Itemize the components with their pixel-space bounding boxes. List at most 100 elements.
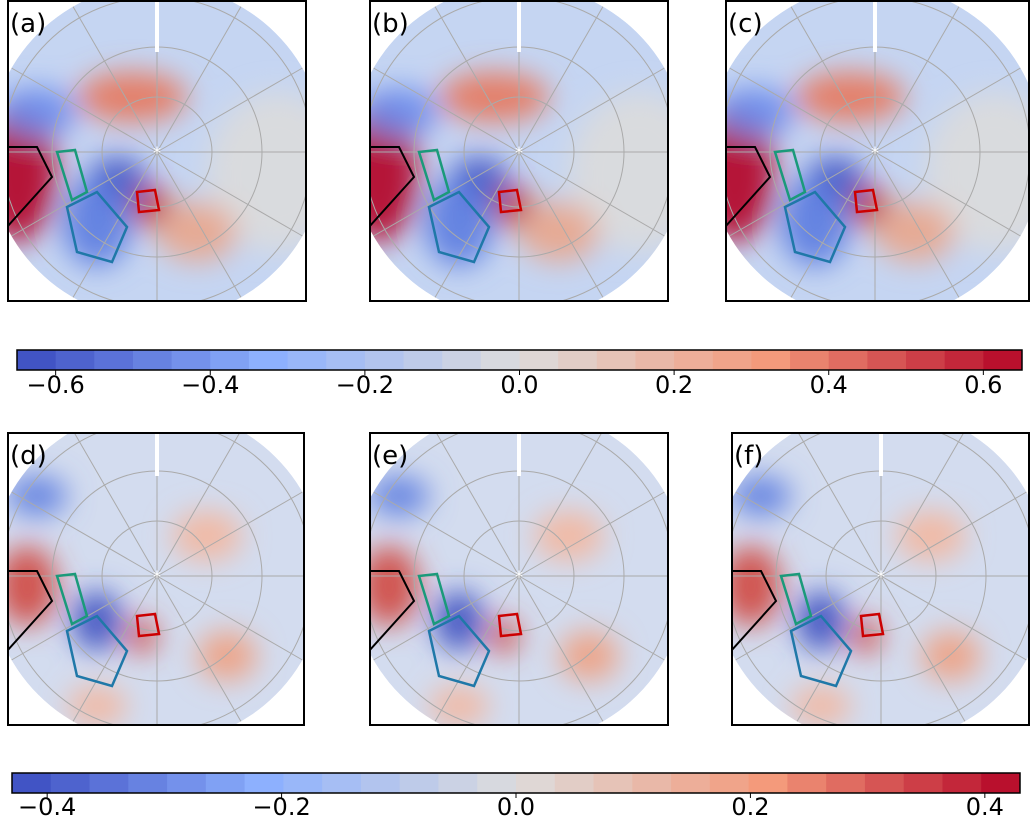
region-green [773,148,807,202]
colorbar-segment [867,350,907,370]
meridian [434,151,520,298]
meridian [373,67,520,153]
panel-frame [7,432,305,726]
meridian [72,151,158,298]
seam [155,432,159,476]
colorbar-segment [864,773,905,793]
region-red [135,612,161,638]
seam [517,432,521,476]
colorbar-segment [360,773,401,793]
map-disc [725,0,1030,302]
colorbar-segment [712,350,752,370]
meridian [880,432,966,577]
map-disc [7,432,305,726]
colorbar-segment [167,773,207,793]
meridian [434,432,520,577]
region-black [731,570,778,652]
panel-label: (b) [372,9,409,39]
seam [155,0,159,52]
colorbar-segment [944,350,984,370]
colorbar-segment [477,773,517,793]
map-panel: * (b) [369,0,669,302]
colorbar-segment [205,773,246,793]
pole-marker: * [877,567,885,586]
meridian [518,575,604,722]
colorbar-segment [516,773,556,793]
anomaly [921,631,981,681]
anomaly [7,87,77,137]
colorbar-tick-label: −0.4 [18,793,76,821]
colorbar-segment [438,773,478,793]
region-red [497,612,523,638]
meridian [518,575,665,661]
colorbar-segment [248,350,289,370]
meridian [434,6,520,153]
anomaly [725,87,795,137]
anomaly [369,546,419,626]
meridian [796,575,882,722]
panel-frame [731,432,1030,726]
colorbar-segment [480,350,520,370]
map-disc [369,0,669,302]
colorbar-segment [50,773,91,793]
meridian [518,6,604,153]
meridian [735,491,882,577]
colorbar-segment [210,350,250,370]
region-blue [65,614,129,688]
meridian [72,575,158,722]
anomaly-field [725,72,1030,267]
colorbar-tick-label: 0.2 [731,793,769,821]
meridian [156,575,303,661]
colorbar-segment [89,773,129,793]
colorbar-segment [132,350,173,370]
colorbar-segment [244,773,284,793]
anomaly [429,686,489,726]
seam [873,0,877,52]
colorbar-segment [709,773,750,793]
anomaly [731,546,781,626]
colorbar-segment [903,773,943,793]
region-black [369,570,416,652]
map-content: * [725,0,1030,302]
anomaly [519,202,599,262]
seam [879,432,883,476]
colorbar-segment [283,773,323,793]
region-red [497,188,523,214]
anomaly [791,686,851,726]
panel-frame [369,0,669,302]
colorbar-segment [596,350,636,370]
meridian [373,491,520,577]
colorbar-segment [593,773,633,793]
anomaly [7,476,67,516]
meridian [72,432,158,577]
colorbar-segment [364,350,405,370]
colorbar-segment [442,350,482,370]
colorbar-segment [751,350,791,370]
anomaly [369,476,429,516]
anomaly [534,511,604,561]
meridian [790,151,876,298]
pole-marker: * [515,567,523,586]
colorbar-segment [828,350,868,370]
meridian [11,67,158,153]
pole-marker: * [153,143,161,162]
panel-label: (e) [372,441,408,471]
meridian [880,575,966,722]
colorbar-segment [942,773,982,793]
map-content: * [7,432,305,726]
meridian [156,432,242,577]
region-black [7,146,54,228]
region-green [55,148,89,202]
colorbar-segment [326,350,366,370]
anomaly [7,546,57,626]
colorbar-segment [128,773,168,793]
colorbar-tick-label: 0.0 [497,793,535,821]
region-green [417,148,451,202]
colorbar-segment [983,350,1023,370]
colorbar-tick-label: −0.2 [336,371,394,399]
pole-marker: * [871,143,879,162]
anomaly-field [7,476,257,726]
anomaly [67,686,127,726]
meridian [156,151,303,237]
